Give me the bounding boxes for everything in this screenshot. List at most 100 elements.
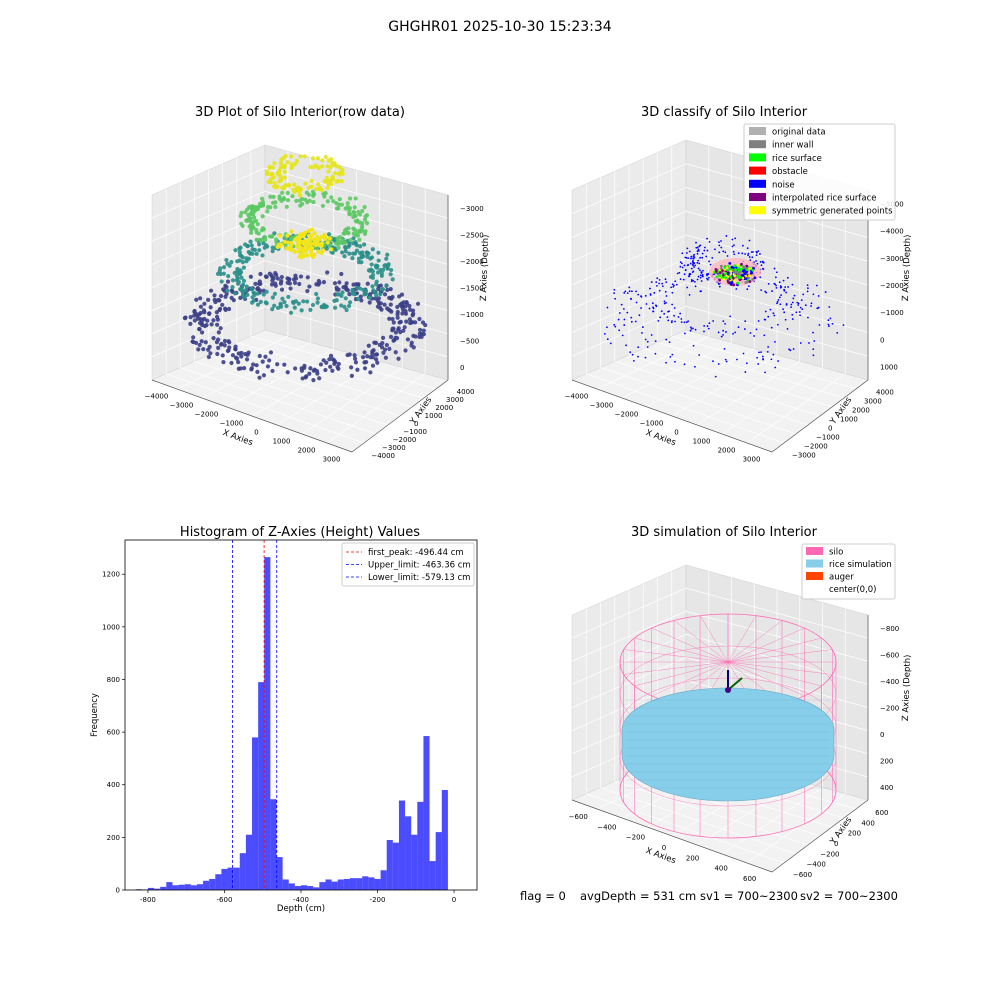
noise-point	[625, 344, 627, 347]
data-point	[248, 274, 254, 279]
histogram-bar	[417, 801, 424, 890]
noise-point	[780, 286, 783, 288]
noise-point	[827, 323, 830, 326]
data-point	[370, 363, 376, 368]
noise-point	[688, 250, 691, 253]
legend-label: silo	[829, 548, 843, 558]
data-point	[346, 303, 352, 309]
data-point	[192, 309, 197, 314]
y-tick-label: 800	[107, 676, 120, 684]
noise-point	[688, 275, 690, 278]
noise-point	[671, 353, 674, 356]
data-point	[214, 310, 219, 315]
noise-point	[779, 303, 782, 306]
data-point	[318, 362, 324, 367]
data-point	[322, 236, 328, 242]
noise-point	[695, 241, 697, 244]
y-tick-label: −400	[807, 861, 826, 869]
x-tick-label: −1000	[640, 420, 664, 428]
data-point	[387, 316, 392, 321]
data-point	[273, 200, 278, 205]
data-point	[303, 197, 308, 202]
legend-swatch	[806, 559, 823, 568]
data-point	[275, 276, 280, 281]
data-point	[188, 315, 193, 320]
noise-point	[701, 275, 704, 278]
noise-point	[708, 260, 710, 263]
data-point	[352, 353, 357, 358]
data-point	[345, 204, 350, 210]
classified-point	[742, 265, 745, 269]
noise-point	[798, 311, 801, 313]
noise-point	[613, 292, 616, 295]
noise-point	[700, 280, 703, 282]
data-point	[324, 175, 329, 180]
data-point	[409, 320, 414, 325]
noise-point	[681, 252, 684, 255]
classified-point	[743, 272, 747, 276]
noise-point	[836, 331, 839, 334]
data-point	[347, 292, 352, 297]
silo-roof-line	[651, 627, 729, 663]
data-point	[202, 301, 207, 306]
data-point	[395, 315, 400, 320]
data-point	[293, 161, 298, 166]
data-point	[355, 367, 360, 372]
data-point	[368, 370, 373, 375]
data-point	[403, 348, 408, 353]
classified-point	[726, 275, 730, 279]
data-point	[239, 354, 244, 359]
noise-point	[617, 318, 620, 321]
data-point	[279, 287, 285, 292]
noise-point	[692, 327, 694, 330]
histogram-bar	[313, 887, 320, 890]
footer-sv2: sv2 = 700~2300	[800, 889, 898, 903]
noise-point	[697, 248, 700, 251]
data-point	[385, 265, 390, 270]
noise-point	[842, 324, 845, 326]
y-tick-label: −2000	[393, 436, 417, 444]
noise-point	[707, 273, 710, 276]
data-point	[245, 243, 251, 249]
noise-point	[659, 316, 662, 319]
noise-point	[742, 244, 744, 247]
y-tick-label: 600	[107, 729, 120, 737]
noise-point	[777, 299, 780, 301]
y-tick-label: 200	[107, 834, 120, 842]
y-tick-label: 1200	[102, 571, 120, 579]
data-point	[317, 185, 323, 191]
data-point	[255, 287, 260, 292]
data-point	[286, 294, 291, 300]
classified-point	[723, 266, 726, 269]
data-point	[221, 265, 227, 270]
noise-point	[679, 261, 682, 263]
data-point	[292, 305, 297, 310]
data-point	[198, 310, 203, 316]
data-point	[336, 361, 341, 367]
histogram-bar	[190, 885, 197, 890]
data-point	[273, 270, 278, 276]
legend-swatch	[749, 127, 766, 135]
noise-point	[720, 246, 723, 249]
grid-line	[685, 210, 869, 262]
data-point	[323, 367, 328, 373]
data-point	[282, 362, 287, 367]
noise-point	[773, 267, 776, 270]
noise-point	[774, 340, 776, 343]
center-marker	[725, 687, 731, 693]
noise-point	[774, 366, 777, 369]
data-point	[393, 330, 399, 335]
legend-label: rice surface	[772, 154, 822, 164]
data-point	[347, 300, 353, 305]
noise-point	[637, 346, 640, 349]
data-point	[309, 253, 314, 258]
data-point	[373, 340, 379, 345]
data-point	[389, 309, 394, 314]
noise-point	[807, 316, 809, 319]
data-point	[323, 154, 328, 160]
noise-point	[760, 289, 763, 291]
data-point	[196, 347, 201, 352]
data-point	[361, 254, 366, 259]
noise-point	[671, 320, 673, 322]
data-point	[225, 279, 231, 284]
